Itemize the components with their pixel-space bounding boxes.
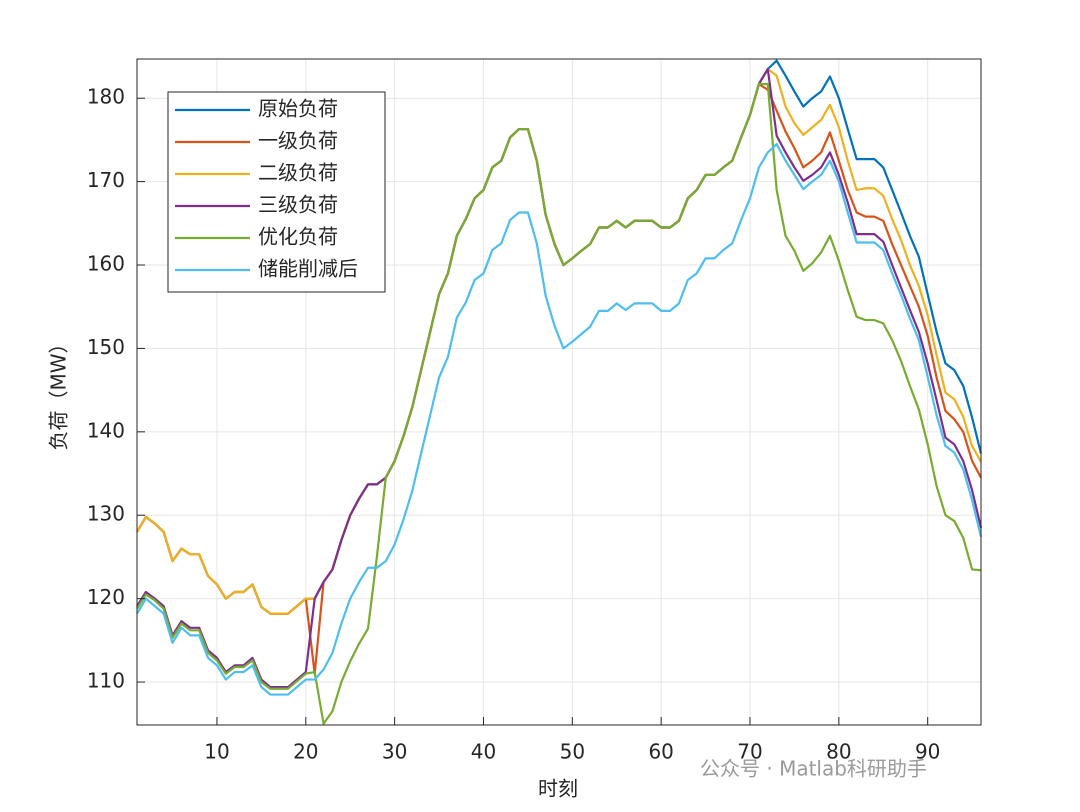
x-axis-label: 时刻 <box>538 777 578 801</box>
y-tick-label: 160 <box>87 252 125 276</box>
x-tick-label: 10 <box>204 740 229 764</box>
y-tick-label: 120 <box>87 585 125 609</box>
x-tick-label: 70 <box>737 740 762 764</box>
legend-box <box>167 91 386 293</box>
series-line <box>136 82 982 725</box>
x-tick-label: 50 <box>560 740 585 764</box>
legend-label: 储能削减后 <box>258 257 358 281</box>
x-tick-label: 90 <box>915 740 940 764</box>
y-tick-label: 130 <box>87 502 125 526</box>
legend-label: 一级负荷 <box>258 129 338 153</box>
lines <box>136 59 983 725</box>
x-tick-label: 80 <box>826 740 851 764</box>
legend-label: 优化负荷 <box>258 225 338 249</box>
y-tick-label: 180 <box>87 85 125 109</box>
legend-label: 二级负荷 <box>258 161 338 185</box>
y-tick-label: 140 <box>87 418 125 442</box>
legend-label: 三级负荷 <box>258 193 338 217</box>
x-tick-label: 20 <box>293 740 318 764</box>
x-tick-label: 40 <box>471 740 496 764</box>
y-tick-label: 150 <box>87 335 125 359</box>
y-tick-label: 110 <box>87 669 125 693</box>
y-axis-label: 负荷（MW） <box>47 333 71 450</box>
ticks: 10 20 30 40 50 60 70 80 90 110 120 130 140 150 160 170 1… <box>87 85 941 764</box>
series-line <box>136 142 983 696</box>
legend-label: 原始负荷 <box>258 97 338 121</box>
watermark: 公众号 · Matlab科研助手 <box>700 757 927 781</box>
x-tick-label: 30 <box>382 740 407 764</box>
x-tick-label: 60 <box>648 740 673 764</box>
axes-box <box>136 58 982 726</box>
y-tick-label: 170 <box>87 168 125 192</box>
